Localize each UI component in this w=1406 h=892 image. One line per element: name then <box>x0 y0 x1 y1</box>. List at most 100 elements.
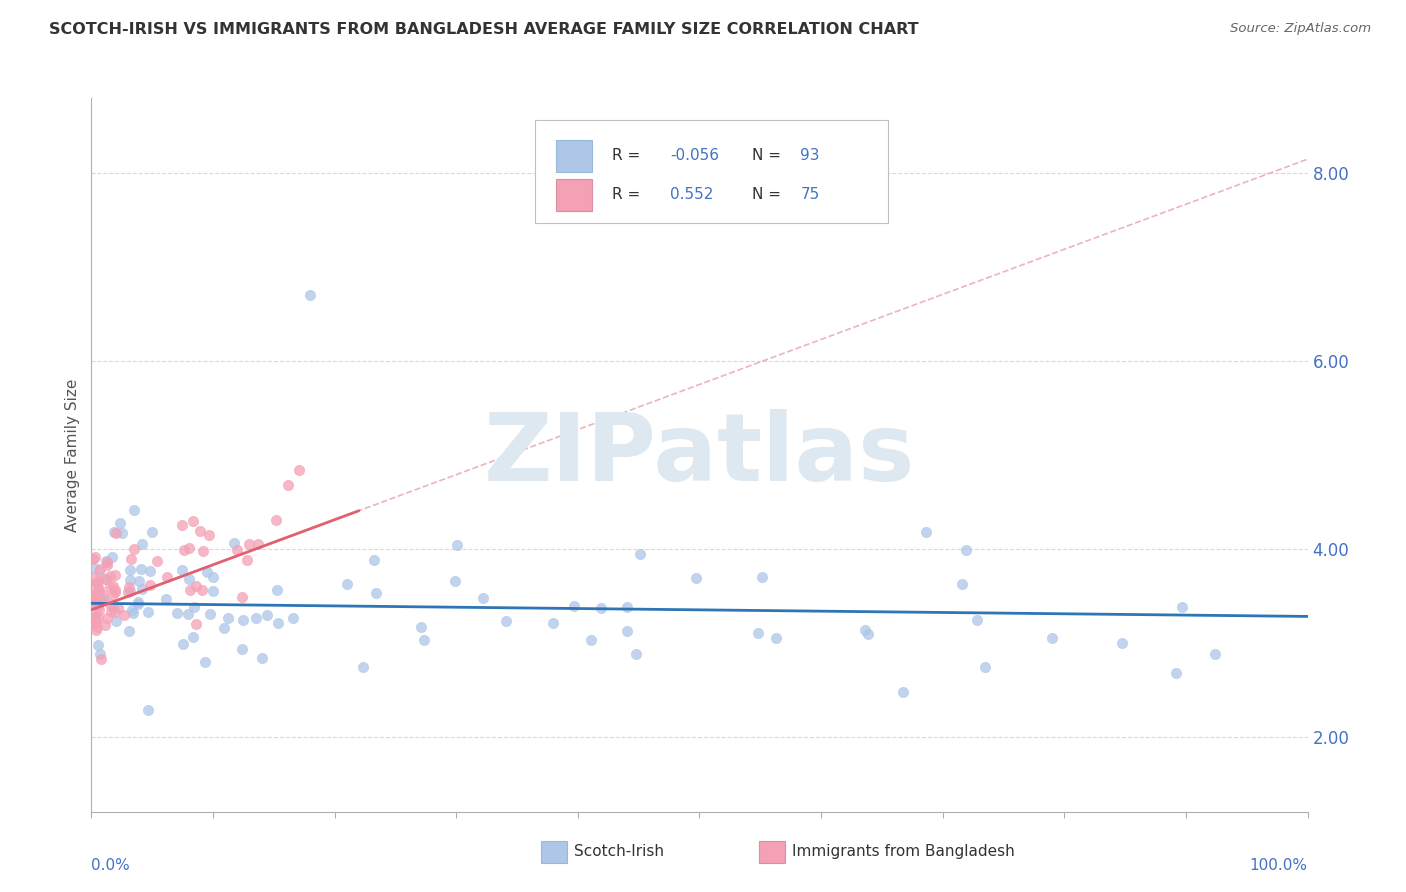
Point <box>101 549 124 564</box>
Point <box>184 617 207 632</box>
Point <box>122 542 145 557</box>
Point <box>224 535 246 549</box>
Point <box>973 660 995 674</box>
Point <box>98 581 121 595</box>
Point <box>628 547 651 561</box>
Point <box>181 630 204 644</box>
Point <box>118 563 141 577</box>
Point <box>336 576 359 591</box>
Point <box>1171 600 1194 615</box>
Point <box>141 525 163 540</box>
Point <box>616 624 638 638</box>
Text: -0.056: -0.056 <box>671 148 720 162</box>
Point <box>84 570 107 584</box>
Point <box>446 538 468 552</box>
Point <box>247 537 270 551</box>
Point <box>183 514 205 528</box>
Point <box>177 607 200 621</box>
Point <box>543 615 565 630</box>
Point <box>179 582 201 597</box>
Point <box>129 562 152 576</box>
Text: Scotch-Irish: Scotch-Irish <box>574 845 664 859</box>
Point <box>853 624 876 638</box>
Y-axis label: Average Family Size: Average Family Size <box>65 378 80 532</box>
Point <box>444 574 467 588</box>
Point <box>191 544 214 558</box>
Point <box>138 578 160 592</box>
FancyBboxPatch shape <box>541 841 567 863</box>
Point <box>138 703 160 717</box>
Point <box>127 595 149 609</box>
Text: Immigrants from Bangladesh: Immigrants from Bangladesh <box>792 845 1014 859</box>
Point <box>955 542 977 557</box>
Point <box>117 585 139 599</box>
Point <box>198 607 221 622</box>
Point <box>82 596 104 610</box>
Point <box>626 647 648 661</box>
Point <box>166 606 188 620</box>
Point <box>579 633 602 648</box>
Text: Source: ZipAtlas.com: Source: ZipAtlas.com <box>1230 22 1371 36</box>
Point <box>914 524 936 539</box>
Point <box>281 611 304 625</box>
Point <box>127 597 149 611</box>
Point <box>120 574 142 588</box>
Point <box>105 614 128 628</box>
Point <box>82 589 104 603</box>
Point <box>188 524 211 538</box>
Text: R =: R = <box>612 187 650 202</box>
Point <box>87 638 110 652</box>
Point <box>93 588 115 602</box>
Point <box>84 581 107 595</box>
Point <box>1040 631 1063 645</box>
Point <box>202 570 225 584</box>
Text: 100.0%: 100.0% <box>1250 858 1308 873</box>
Point <box>231 642 253 657</box>
Point <box>86 609 108 624</box>
Point <box>100 604 122 618</box>
Point <box>90 652 112 666</box>
Point <box>112 608 135 623</box>
Text: N =: N = <box>752 148 786 162</box>
Point <box>82 551 104 566</box>
Point <box>96 611 118 625</box>
Point <box>194 655 217 669</box>
Point <box>685 571 707 585</box>
Point <box>108 516 131 530</box>
Point <box>94 573 117 587</box>
Point <box>82 560 104 574</box>
Point <box>89 583 111 598</box>
FancyBboxPatch shape <box>759 841 785 863</box>
Point <box>128 574 150 588</box>
Point <box>562 599 585 613</box>
Point <box>202 584 225 599</box>
Point <box>217 611 239 625</box>
Point <box>139 564 162 578</box>
Point <box>94 554 117 568</box>
Point <box>121 603 143 617</box>
Point <box>111 526 134 541</box>
Point <box>89 582 111 596</box>
Point <box>103 525 125 540</box>
Point <box>198 528 221 542</box>
Point <box>89 562 111 576</box>
Point <box>101 600 124 615</box>
Point <box>118 580 141 594</box>
Point <box>136 605 159 619</box>
Point <box>86 576 108 591</box>
Point <box>225 542 247 557</box>
Point <box>96 558 118 572</box>
Point <box>1111 636 1133 650</box>
Text: N =: N = <box>752 187 786 202</box>
Point <box>245 611 267 625</box>
Point <box>83 615 105 630</box>
Point <box>83 593 105 607</box>
Point <box>86 620 108 634</box>
Point <box>765 631 787 645</box>
Point <box>352 659 374 673</box>
Point <box>104 567 127 582</box>
Point <box>299 288 322 302</box>
Point <box>616 599 638 614</box>
Point <box>177 572 200 586</box>
Point <box>83 588 105 602</box>
